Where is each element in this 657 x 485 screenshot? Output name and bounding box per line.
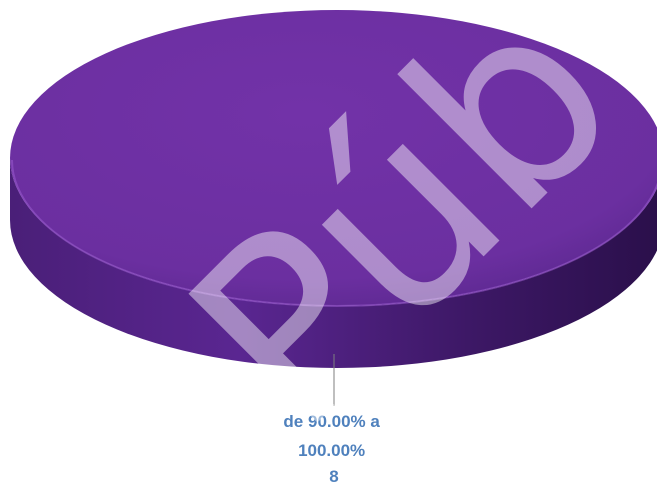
slice-label-range-end: 100.00% (298, 441, 365, 460)
slice-label-range-start: de 90.00% a (283, 412, 380, 431)
pie-slice-side (10, 158, 657, 368)
slice-data-label: de 90.00% a 100.00% 8 (283, 412, 384, 485)
pie-slice-rim-highlight (11, 159, 657, 307)
pie-slice-group (10, 10, 657, 368)
pie-slice-100 (10, 10, 657, 306)
slice-label-value: 8 (329, 467, 338, 485)
